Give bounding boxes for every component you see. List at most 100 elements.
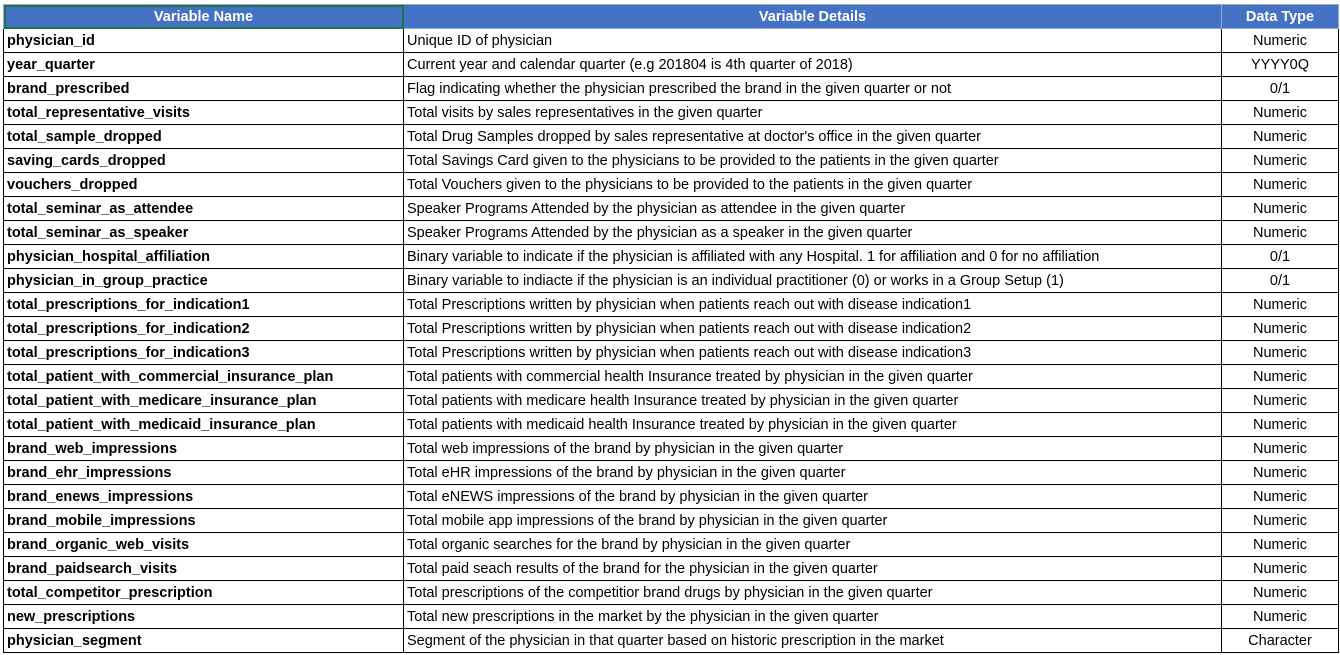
data-type-cell[interactable]: Numeric xyxy=(1221,364,1339,389)
variable-details-cell[interactable]: Unique ID of physician xyxy=(403,28,1222,53)
table-row: total_patient_with_commercial_insurance_… xyxy=(3,364,1339,389)
data-type-cell[interactable]: 0/1 xyxy=(1221,244,1339,269)
data-type-cell[interactable]: Numeric xyxy=(1221,124,1339,149)
data-type-cell[interactable]: Numeric xyxy=(1221,580,1339,605)
variable-name-cell[interactable]: physician_in_group_practice xyxy=(3,268,404,293)
variable-details-cell[interactable]: Total new prescriptions in the market by… xyxy=(403,604,1222,629)
data-type-cell[interactable]: Numeric xyxy=(1221,556,1339,581)
table-row: year_quarter Current year and calendar qu… xyxy=(3,52,1339,77)
variable-name-cell[interactable]: total_patient_with_commercial_insurance_… xyxy=(3,364,404,389)
data-type-cell[interactable]: Numeric xyxy=(1221,532,1339,557)
variable-details-cell[interactable]: Total organic searches for the brand by … xyxy=(403,532,1222,557)
table-row: physician_hospital_affiliation Binary var… xyxy=(3,244,1339,269)
variable-name-cell[interactable]: saving_cards_dropped xyxy=(3,148,404,173)
variable-name-cell[interactable]: total_patient_with_medicaid_insurance_pl… xyxy=(3,412,404,437)
variable-details-cell[interactable]: Total mobile app impressions of the bran… xyxy=(403,508,1222,533)
variable-name-cell[interactable]: total_sample_dropped xyxy=(3,124,404,149)
variable-details-cell[interactable]: Total patients with commercial health In… xyxy=(403,364,1222,389)
table-row: new_prescriptions Total new prescriptions… xyxy=(3,604,1339,629)
variable-name-cell[interactable]: physician_hospital_affiliation xyxy=(3,244,404,269)
header-variable-details[interactable]: Variable Details xyxy=(403,4,1222,29)
variable-name-cell[interactable]: total_prescriptions_for_indication2 xyxy=(3,316,404,341)
data-type-cell[interactable]: 0/1 xyxy=(1221,76,1339,101)
data-type-cell[interactable]: Numeric xyxy=(1221,508,1339,533)
data-type-cell[interactable]: Numeric xyxy=(1221,388,1339,413)
variable-name-cell[interactable]: brand_organic_web_visits xyxy=(3,532,404,557)
header-data-type[interactable]: Data Type xyxy=(1221,4,1339,29)
variable-details-cell[interactable]: Binary variable to indicate if the physi… xyxy=(403,244,1222,269)
data-type-cell[interactable]: Numeric xyxy=(1221,196,1339,221)
variable-details-cell[interactable]: Total Vouchers given to the physicians t… xyxy=(403,172,1222,197)
table-row: total_patient_with_medicaid_insurance_pl… xyxy=(3,412,1339,437)
variable-name-cell[interactable]: vouchers_dropped xyxy=(3,172,404,197)
data-type-cell[interactable]: Numeric xyxy=(1221,172,1339,197)
variable-details-cell[interactable]: Total Prescriptions written by physician… xyxy=(403,292,1222,317)
variable-details-cell[interactable]: Total Prescriptions written by physician… xyxy=(403,340,1222,365)
data-type-cell[interactable]: Numeric xyxy=(1221,604,1339,629)
variable-details-cell[interactable]: Speaker Programs Attended by the physici… xyxy=(403,196,1222,221)
table-row: brand_mobile_impressions Total mobile app… xyxy=(3,508,1339,533)
variable-details-cell[interactable]: Flag indicating whether the physician pr… xyxy=(403,76,1222,101)
data-type-cell[interactable]: Numeric xyxy=(1221,148,1339,173)
variable-name-cell[interactable]: brand_enews_impressions xyxy=(3,484,404,509)
variable-name-cell[interactable]: total_prescriptions_for_indication1 xyxy=(3,292,404,317)
table-row: brand_organic_web_visits Total organic se… xyxy=(3,532,1339,557)
variable-details-cell[interactable]: Total visits by sales representatives in… xyxy=(403,100,1222,125)
data-type-cell[interactable]: Numeric xyxy=(1221,412,1339,437)
data-type-cell[interactable]: Numeric xyxy=(1221,436,1339,461)
variable-name-cell[interactable]: brand_mobile_impressions xyxy=(3,508,404,533)
variable-name-cell[interactable]: total_prescriptions_for_indication3 xyxy=(3,340,404,365)
variable-details-cell[interactable]: Total paid seach results of the brand fo… xyxy=(403,556,1222,581)
table-header: Variable Name Variable Details Data Type xyxy=(3,4,1339,29)
variable-dictionary-table: Variable Name Variable Details Data Type… xyxy=(3,4,1339,653)
table-body: physician_id Unique ID of physician Numeri… xyxy=(3,28,1339,653)
variable-name-cell[interactable]: brand_prescribed xyxy=(3,76,404,101)
variable-name-cell[interactable]: brand_web_impressions xyxy=(3,436,404,461)
variable-name-cell[interactable]: total_patient_with_medicare_insurance_pl… xyxy=(3,388,404,413)
variable-details-cell[interactable]: Binary variable to indiacte if the physi… xyxy=(403,268,1222,293)
table-row: vouchers_dropped Total Vouchers given to … xyxy=(3,172,1339,197)
data-type-cell[interactable]: 0/1 xyxy=(1221,268,1339,293)
variable-details-cell[interactable]: Total prescriptions of the competitior b… xyxy=(403,580,1222,605)
table-row: brand_ehr_impressions Total eHR impressio… xyxy=(3,460,1339,485)
table-row: total_prescriptions_for_indication1 Total… xyxy=(3,292,1339,317)
data-type-cell[interactable]: Numeric xyxy=(1221,100,1339,125)
variable-details-cell[interactable]: Total patients with medicare health Insu… xyxy=(403,388,1222,413)
variable-name-cell[interactable]: total_seminar_as_attendee xyxy=(3,196,404,221)
variable-name-cell[interactable]: brand_ehr_impressions xyxy=(3,460,404,485)
variable-details-cell[interactable]: Total Prescriptions written by physician… xyxy=(403,316,1222,341)
variable-name-cell[interactable]: year_quarter xyxy=(3,52,404,77)
data-type-cell[interactable]: Numeric xyxy=(1221,316,1339,341)
table-row: total_representative_visits Total visits … xyxy=(3,100,1339,125)
variable-details-cell[interactable]: Total eNEWS impressions of the brand by … xyxy=(403,484,1222,509)
table-row: total_patient_with_medicare_insurance_pl… xyxy=(3,388,1339,413)
variable-name-cell[interactable]: total_seminar_as_speaker xyxy=(3,220,404,245)
variable-name-cell[interactable]: new_prescriptions xyxy=(3,604,404,629)
table-row: total_sample_dropped Total Drug Samples d… xyxy=(3,124,1339,149)
table-row: total_prescriptions_for_indication3 Total… xyxy=(3,340,1339,365)
header-variable-name[interactable]: Variable Name xyxy=(3,4,404,29)
data-type-cell[interactable]: Numeric xyxy=(1221,484,1339,509)
data-type-cell[interactable]: Numeric xyxy=(1221,340,1339,365)
variable-details-cell[interactable]: Speaker Programs Attended by the physici… xyxy=(403,220,1222,245)
data-type-cell[interactable]: Numeric xyxy=(1221,292,1339,317)
data-type-cell[interactable]: Numeric xyxy=(1221,460,1339,485)
variable-name-cell[interactable]: physician_id xyxy=(3,28,404,53)
variable-name-cell[interactable]: brand_paidsearch_visits xyxy=(3,556,404,581)
data-type-cell[interactable]: Numeric xyxy=(1221,28,1339,53)
table-row: brand_prescribed Flag indicating whether … xyxy=(3,76,1339,101)
variable-details-cell[interactable]: Total Savings Card given to the physicia… xyxy=(403,148,1222,173)
variable-details-cell[interactable]: Current year and calendar quarter (e.g 2… xyxy=(403,52,1222,77)
variable-details-cell[interactable]: Total Drug Samples dropped by sales repr… xyxy=(403,124,1222,149)
variable-name-cell[interactable]: total_representative_visits xyxy=(3,100,404,125)
variable-name-cell[interactable]: total_competitor_prescription xyxy=(3,580,404,605)
data-type-cell[interactable]: YYYY0Q xyxy=(1221,52,1339,77)
data-type-cell[interactable]: Numeric xyxy=(1221,220,1339,245)
variable-details-cell[interactable]: Total eHR impressions of the brand by ph… xyxy=(403,460,1222,485)
variable-name-cell[interactable]: physician_segment xyxy=(3,628,404,653)
header-row: Variable Name Variable Details Data Type xyxy=(3,4,1339,29)
variable-details-cell[interactable]: Segment of the physician in that quarter… xyxy=(403,628,1222,653)
data-type-cell[interactable]: Character xyxy=(1221,628,1339,653)
variable-details-cell[interactable]: Total web impressions of the brand by ph… xyxy=(403,436,1222,461)
variable-details-cell[interactable]: Total patients with medicaid health Insu… xyxy=(403,412,1222,437)
